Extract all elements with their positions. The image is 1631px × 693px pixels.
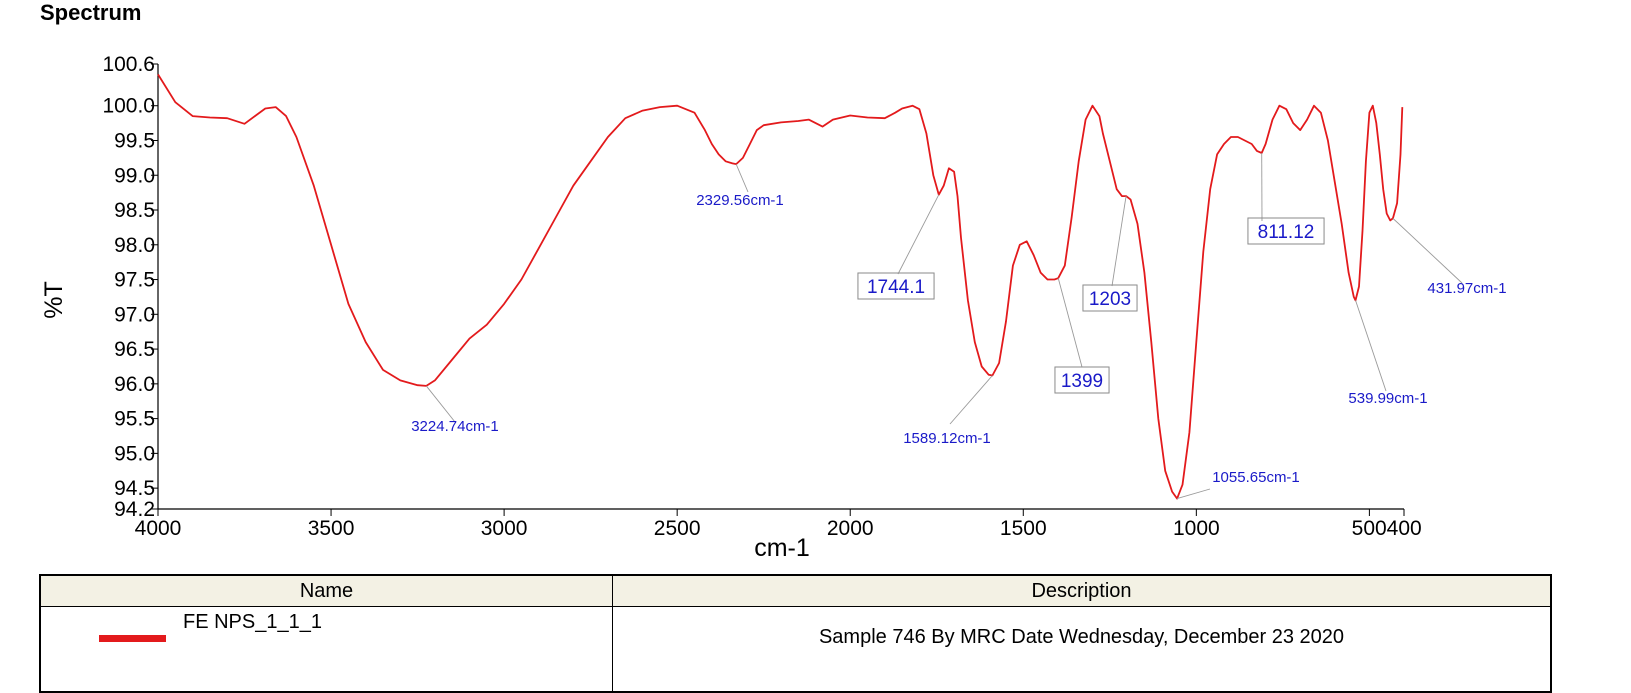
legend-description-cell: Sample 746 By MRC Date Wednesday, Decemb…: [613, 607, 1552, 693]
x-axis-title: cm-1: [754, 534, 810, 562]
axes: [158, 64, 1404, 509]
annotation-label: 811.12: [1258, 222, 1315, 243]
x-tick-label: 4000: [135, 517, 182, 540]
x-tick-label: 1500: [1000, 517, 1047, 540]
legend-series-name: FE NPS_1_1_1: [183, 611, 322, 634]
annotation-label: 1055.65cm-1: [1212, 469, 1300, 486]
y-tick-label: 100.0: [102, 95, 155, 118]
x-tick-label: 1000: [1173, 517, 1220, 540]
y-tick-label: 100.6: [102, 53, 155, 76]
y-tick-label: 99.0: [114, 164, 155, 187]
annotation-leader-line: [898, 195, 939, 274]
x-tick-label: 3000: [481, 517, 528, 540]
y-tick-label: 97.5: [114, 269, 155, 292]
annotation-leader-line: [736, 164, 748, 192]
ir-spectrum-chart: 100.6 100.0 99.5 99.0 98.5 98.0 97.5 97.0 96.5 96…: [0, 0, 1631, 570]
y-axis-title: %T: [40, 281, 68, 319]
y-tick-label: 99.5: [114, 129, 155, 152]
column-header-name: Name: [40, 575, 613, 607]
x-tick-label: 2000: [827, 517, 874, 540]
annotation-leader-line: [426, 386, 455, 422]
series-layer: [158, 74, 1402, 498]
y-tick-label: 97.0: [114, 303, 155, 326]
annotation-label: 3224.74cm-1: [411, 418, 499, 435]
y-tick-label: 96.5: [114, 338, 155, 361]
x-tick-label: 3500: [308, 517, 355, 540]
y-tick-label: 98.0: [114, 234, 155, 257]
annotation-label: 2329.56cm-1: [696, 192, 784, 209]
column-header-description: Description: [613, 575, 1552, 607]
legend-color-swatch: [99, 635, 166, 642]
annotation-leader-line: [1058, 278, 1082, 367]
annotation-label: 1203: [1089, 289, 1131, 310]
annotation-label: 431.97cm-1: [1427, 280, 1506, 297]
y-tick-label: 95.5: [114, 408, 155, 431]
spectrum-line: [158, 74, 1402, 498]
y-tick-label: 96.0: [114, 373, 155, 396]
y-tick-label: 98.5: [114, 199, 155, 222]
y-tick-label: 94.5: [114, 477, 155, 500]
annotation-leader-line: [1393, 218, 1462, 283]
y-tick-label: 95.0: [114, 442, 155, 465]
x-tick-label: 500400: [1352, 517, 1422, 540]
annotation-label: 1744.1: [867, 277, 925, 298]
legend-name-cell: FE NPS_1_1_1: [40, 607, 613, 693]
annotation-label: 1399: [1061, 371, 1103, 392]
annotation-label: 1589.12cm-1: [903, 430, 991, 447]
legend-table: Name Description FE NPS_1_1_1 Sample 746…: [39, 574, 1552, 693]
legend-row[interactable]: FE NPS_1_1_1 Sample 746 By MRC Date Wedn…: [40, 607, 1551, 693]
annotation-label: 539.99cm-1: [1348, 390, 1427, 407]
annotation-leader-line: [1177, 489, 1210, 499]
legend-header-row: Name Description: [40, 575, 1551, 607]
annotation-leader-line: [1112, 196, 1126, 286]
x-tick-label: 2500: [654, 517, 701, 540]
annotation-leader-line: [950, 376, 992, 425]
annotation-leader-line: [1356, 300, 1386, 391]
